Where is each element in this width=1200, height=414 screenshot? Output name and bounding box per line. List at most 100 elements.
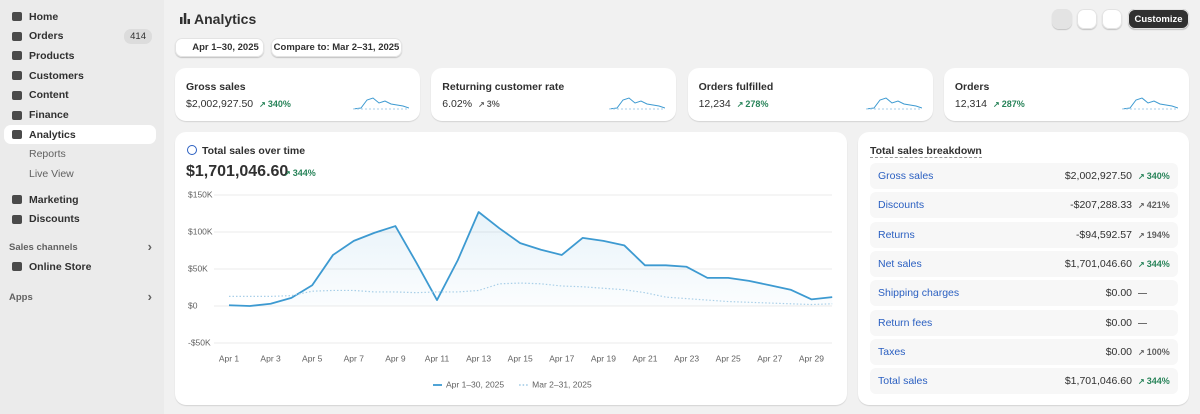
row-change: 194% [1138, 230, 1170, 240]
kpi-card[interactable]: Orders fulfilled 12,234 278% [687, 68, 933, 121]
row-label[interactable]: Return fees [878, 316, 933, 329]
kpi-value: $2,002,927.50 [186, 98, 254, 110]
nav-item[interactable]: Finance [4, 106, 156, 125]
row-label[interactable]: Taxes [878, 345, 906, 358]
sparkline [609, 97, 666, 110]
row-label[interactable]: Discounts [878, 199, 925, 212]
nav-item[interactable]: Online Store [4, 257, 156, 276]
nav-icon [12, 110, 22, 120]
row-label[interactable]: Net sales [878, 257, 922, 270]
breakdown-row: Returns -$94,592.57 194% [870, 221, 1178, 248]
chart-change: 344% [284, 168, 316, 178]
y-tick-label: $0 [188, 300, 198, 310]
nav-item[interactable]: Products [4, 46, 156, 65]
section-title[interactable]: Apps [9, 289, 154, 304]
breakdown-row: Total sales $1,701,046.60 344% [870, 368, 1178, 395]
section-title[interactable]: Sales channels [9, 239, 154, 254]
x-tick-label: Apr 17 [549, 353, 574, 363]
page-title: Analytics [194, 11, 257, 27]
sparkline [1121, 97, 1178, 110]
row-change: 340% [1138, 171, 1170, 181]
x-tick-label: Apr 23 [674, 353, 699, 363]
y-tick-label: $150K [188, 189, 213, 199]
y-tick-label: -$50K [188, 337, 211, 347]
row-change: 100% [1138, 347, 1170, 357]
sub-nav-item[interactable]: Live View [29, 167, 74, 180]
row-change: 344% [1138, 376, 1170, 386]
sparkline [353, 97, 409, 110]
kpi-label: Gross sales [186, 81, 246, 93]
kpi-label: Orders [954, 81, 990, 93]
customize-button[interactable]: Customize [1128, 9, 1189, 29]
breakdown-row: Discounts -$207,288.33 421% [870, 192, 1178, 219]
analytics-icon [180, 13, 190, 24]
y-tick-label: $100K [188, 226, 213, 236]
row-change: — [1138, 317, 1147, 328]
kpi-value-row: $2,002,927.50 340% [186, 98, 291, 110]
kpi-label: Orders fulfilled [698, 81, 774, 93]
nav-item[interactable]: Marketing [4, 190, 156, 209]
row-label[interactable]: Shipping charges [878, 287, 960, 300]
x-tick-label: Apr 7 [344, 353, 365, 363]
kpi-value-row: 12,314 287% [955, 98, 1025, 110]
sidebar: Home Orders 414 Products Customers Content Fin… [0, 0, 164, 414]
y-tick-label: $50K [188, 263, 208, 273]
chart-card: Total sales over time $1,701,046.60 344%… [175, 132, 847, 405]
icon-button[interactable] [1052, 9, 1072, 29]
kpi-card[interactable]: Gross sales $2,002,927.50 340% [175, 68, 420, 121]
nav-icon [12, 12, 22, 21]
x-tick-label: Apr 1 [219, 353, 240, 363]
legend-label: Mar 2–31, 2025 [532, 379, 592, 389]
nav-item[interactable]: Home [4, 7, 156, 26]
nav-icon [12, 262, 22, 271]
date-range-button[interactable]: Apr 1–30, 2025 [175, 38, 264, 57]
kpi-change: 287% [993, 99, 1025, 109]
nav-icon [12, 31, 22, 41]
compare-button[interactable]: Compare to: Mar 2–31, 2025 [271, 38, 402, 57]
row-value: $2,002,927.50 [1064, 170, 1132, 182]
info-icon [187, 145, 197, 155]
icon-button[interactable] [1077, 9, 1097, 29]
kpi-change: 3% [478, 99, 500, 109]
nav-icon [12, 51, 22, 61]
nav-item[interactable]: Discounts [4, 210, 156, 229]
row-value: $0.00 [1105, 345, 1132, 358]
nav-item[interactable]: Content [4, 86, 156, 105]
nav-badge: 414 [124, 28, 152, 44]
nav-icon [12, 71, 22, 81]
x-tick-label: Apr 19 [591, 353, 616, 363]
kpi-change: 340% [259, 99, 291, 109]
kpi-card[interactable]: Returning customer rate 6.02% 3% [431, 68, 677, 121]
nav-item[interactable]: Customers [4, 66, 156, 85]
nav-item[interactable]: Orders 414 [4, 27, 156, 46]
sub-nav-item[interactable]: Reports [29, 148, 66, 160]
nav-item[interactable]: Analytics [4, 125, 156, 145]
legend-label: Apr 1–30, 2025 [446, 379, 504, 389]
kpi-label: Returning customer rate [442, 81, 565, 93]
row-value: $0.00 [1105, 316, 1132, 329]
breakdown-row: Net sales $1,701,046.60 344% [870, 250, 1178, 277]
icon-button[interactable] [1102, 9, 1122, 29]
row-change: 344% [1138, 259, 1170, 269]
nav-icon [12, 90, 22, 100]
chart: -$50K $0 $50K $100K $150K Apr 1 Apr 3 Apr 5 Apr … [188, 189, 833, 389]
x-tick-label: Apr 9 [385, 353, 406, 363]
breakdown-card: Total sales breakdown Gross sales $2,002,… [858, 132, 1189, 405]
nav-icon [12, 214, 22, 224]
row-label[interactable]: Gross sales [878, 170, 934, 182]
area [229, 212, 833, 306]
kpi-card[interactable]: Orders 12,314 287% [943, 68, 1189, 121]
x-tick-label: Apr 13 [466, 353, 491, 363]
kpi-change: 278% [737, 99, 768, 109]
nav-icon [12, 130, 22, 140]
breakdown-title: Total sales breakdown [870, 145, 982, 158]
row-label[interactable]: Total sales [878, 375, 928, 388]
row-label[interactable]: Returns [878, 228, 915, 241]
sparkline [865, 97, 922, 110]
row-value: $1,701,046.60 [1064, 257, 1132, 270]
line [229, 282, 833, 306]
row-change: — [1138, 288, 1147, 299]
row-value: $0.00 [1105, 287, 1132, 300]
breakdown-row: Return fees $0.00 — [870, 309, 1178, 336]
